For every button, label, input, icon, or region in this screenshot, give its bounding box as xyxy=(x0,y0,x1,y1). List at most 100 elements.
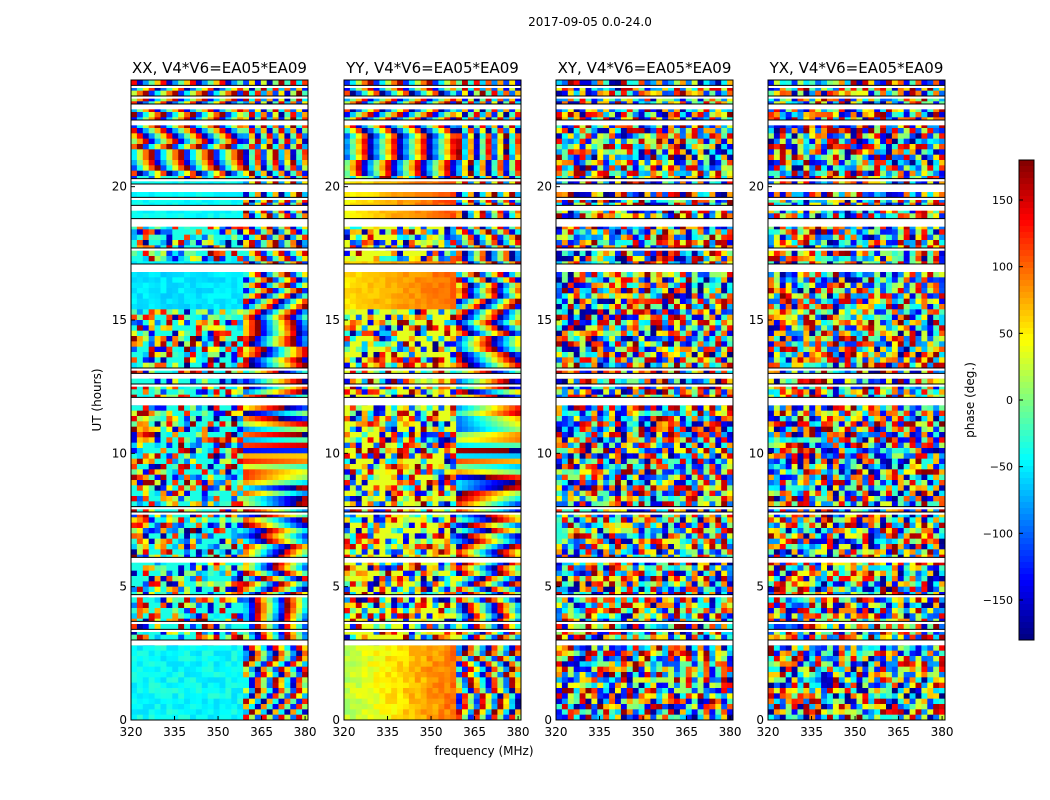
heatmap-cell xyxy=(160,698,167,705)
heatmap-cell xyxy=(272,464,279,470)
heatmap-cell xyxy=(361,144,368,150)
heatmap-cell xyxy=(426,90,433,97)
heatmap-cell xyxy=(249,586,256,593)
heatmap-cell xyxy=(497,192,504,198)
heatmap-cell xyxy=(296,453,303,460)
heatmap-cell xyxy=(266,293,273,300)
heatmap-cell xyxy=(260,234,268,241)
heatmap-cell xyxy=(154,368,161,374)
heatmap-cell xyxy=(290,314,297,321)
heatmap-cell xyxy=(195,432,203,438)
heatmap-cell xyxy=(148,576,155,582)
heatmap-cell xyxy=(184,437,191,444)
heatmap-cell xyxy=(213,480,220,486)
heatmap-cell xyxy=(166,170,173,177)
heatmap-cell xyxy=(166,581,173,588)
heatmap-cell xyxy=(166,650,173,657)
heatmap-cell xyxy=(178,666,185,673)
heatmap-cell xyxy=(497,112,504,118)
heatmap-cell xyxy=(278,496,285,502)
heatmap-cell xyxy=(207,608,214,614)
heatmap-cell xyxy=(154,85,161,92)
heatmap-cell xyxy=(296,474,303,481)
heatmap-cell xyxy=(278,437,285,444)
heatmap-cell xyxy=(213,688,220,694)
heatmap-cell xyxy=(131,133,138,140)
heatmap-cell xyxy=(231,234,238,241)
heatmap-cell xyxy=(207,442,214,449)
heatmap-cell xyxy=(479,293,486,300)
heatmap-cell xyxy=(344,90,351,97)
heatmap-cell xyxy=(254,506,262,513)
heatmap-cell xyxy=(213,693,220,700)
heatmap-cell xyxy=(254,368,262,374)
heatmap-cell xyxy=(254,160,262,166)
heatmap-cell xyxy=(225,298,232,305)
heatmap-cell xyxy=(503,106,510,113)
heatmap-cell xyxy=(131,608,138,614)
flagged-band xyxy=(131,640,308,646)
heatmap-cell xyxy=(462,112,469,118)
heatmap-cell xyxy=(266,368,273,374)
heatmap-cell xyxy=(154,709,161,716)
heatmap-cell xyxy=(207,320,214,326)
heatmap-cell xyxy=(397,133,404,140)
heatmap-cell xyxy=(148,544,155,550)
heatmap-cell xyxy=(136,608,144,614)
heatmap-cell xyxy=(160,666,167,673)
flagged-band xyxy=(131,512,308,515)
heatmap-cell xyxy=(136,560,144,566)
heatmap-cell xyxy=(290,213,297,220)
heatmap-cell xyxy=(172,448,179,454)
heatmap-cell xyxy=(503,122,510,129)
heatmap-cell xyxy=(131,709,138,716)
heatmap-cell xyxy=(195,304,203,310)
heatmap-cell xyxy=(302,256,309,262)
heatmap-cell xyxy=(385,197,392,204)
heatmap-cell xyxy=(154,208,161,214)
heatmap-cell xyxy=(420,122,427,129)
heatmap-cell xyxy=(254,432,262,438)
heatmap-cell xyxy=(190,80,197,86)
heatmap-cell xyxy=(184,229,191,236)
heatmap-cell xyxy=(243,213,250,220)
heatmap-cell xyxy=(515,138,522,145)
heatmap-cell xyxy=(142,90,150,97)
heatmap-cell xyxy=(195,378,203,385)
heatmap-cell xyxy=(296,309,303,316)
heatmap-cell xyxy=(467,85,475,92)
heatmap-cell xyxy=(184,704,191,710)
heatmap-cell xyxy=(243,608,250,614)
heatmap-cell xyxy=(225,634,232,641)
heatmap-cell xyxy=(131,538,138,545)
heatmap-cell xyxy=(260,112,268,118)
heatmap-cell xyxy=(344,154,351,161)
heatmap-cell xyxy=(278,602,285,609)
heatmap-cell xyxy=(272,405,279,412)
heatmap-cell xyxy=(201,298,209,305)
heatmap-cell xyxy=(272,96,279,102)
heatmap-cell xyxy=(213,501,220,508)
heatmap-cell xyxy=(391,160,398,166)
heatmap-cell xyxy=(414,224,422,230)
heatmap-cell xyxy=(219,448,226,454)
heatmap-cell xyxy=(237,672,244,678)
heatmap-cell xyxy=(254,485,262,492)
heatmap-cell xyxy=(237,709,244,716)
heatmap-cell xyxy=(207,384,214,390)
heatmap-cell xyxy=(178,336,185,342)
heatmap-cell xyxy=(190,698,197,705)
heatmap-cell xyxy=(213,656,220,662)
heatmap-cell xyxy=(284,341,291,348)
heatmap-cell xyxy=(219,410,226,417)
heatmap-cell xyxy=(302,458,309,465)
heatmap-cell xyxy=(166,586,173,593)
heatmap-cell xyxy=(296,298,303,305)
heatmap-cell xyxy=(290,197,297,204)
heatmap-cell xyxy=(219,106,226,113)
heatmap-cell xyxy=(219,517,226,524)
heatmap-cell xyxy=(225,453,232,460)
heatmap-cell xyxy=(278,154,285,161)
heatmap-cell xyxy=(231,80,238,86)
heatmap-cell xyxy=(219,544,226,550)
